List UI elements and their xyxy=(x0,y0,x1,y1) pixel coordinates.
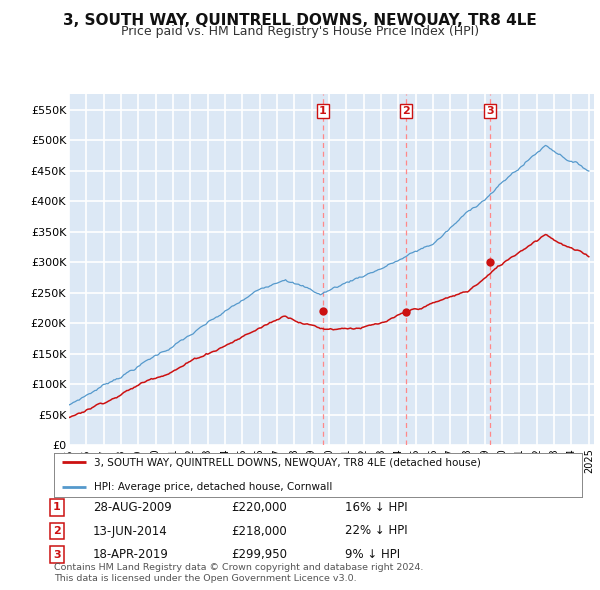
Text: 18-APR-2019: 18-APR-2019 xyxy=(93,548,169,561)
Text: 1: 1 xyxy=(319,106,327,116)
Text: 3: 3 xyxy=(486,106,494,116)
Text: 3: 3 xyxy=(53,550,61,559)
Text: 9% ↓ HPI: 9% ↓ HPI xyxy=(345,548,400,561)
Text: 1: 1 xyxy=(53,503,61,512)
Text: Price paid vs. HM Land Registry's House Price Index (HPI): Price paid vs. HM Land Registry's House … xyxy=(121,25,479,38)
Text: 3, SOUTH WAY, QUINTRELL DOWNS, NEWQUAY, TR8 4LE (detached house): 3, SOUTH WAY, QUINTRELL DOWNS, NEWQUAY, … xyxy=(94,457,481,467)
Text: £220,000: £220,000 xyxy=(231,501,287,514)
Text: £299,950: £299,950 xyxy=(231,548,287,561)
Text: 28-AUG-2009: 28-AUG-2009 xyxy=(93,501,172,514)
Text: £218,000: £218,000 xyxy=(231,525,287,537)
Text: 3, SOUTH WAY, QUINTRELL DOWNS, NEWQUAY, TR8 4LE: 3, SOUTH WAY, QUINTRELL DOWNS, NEWQUAY, … xyxy=(63,13,537,28)
Text: 16% ↓ HPI: 16% ↓ HPI xyxy=(345,501,407,514)
Text: 13-JUN-2014: 13-JUN-2014 xyxy=(93,525,168,537)
Text: 22% ↓ HPI: 22% ↓ HPI xyxy=(345,525,407,537)
Text: 2: 2 xyxy=(402,106,410,116)
Text: 2: 2 xyxy=(53,526,61,536)
Text: This data is licensed under the Open Government Licence v3.0.: This data is licensed under the Open Gov… xyxy=(54,574,356,583)
Text: Contains HM Land Registry data © Crown copyright and database right 2024.: Contains HM Land Registry data © Crown c… xyxy=(54,563,424,572)
Text: HPI: Average price, detached house, Cornwall: HPI: Average price, detached house, Corn… xyxy=(94,482,332,492)
